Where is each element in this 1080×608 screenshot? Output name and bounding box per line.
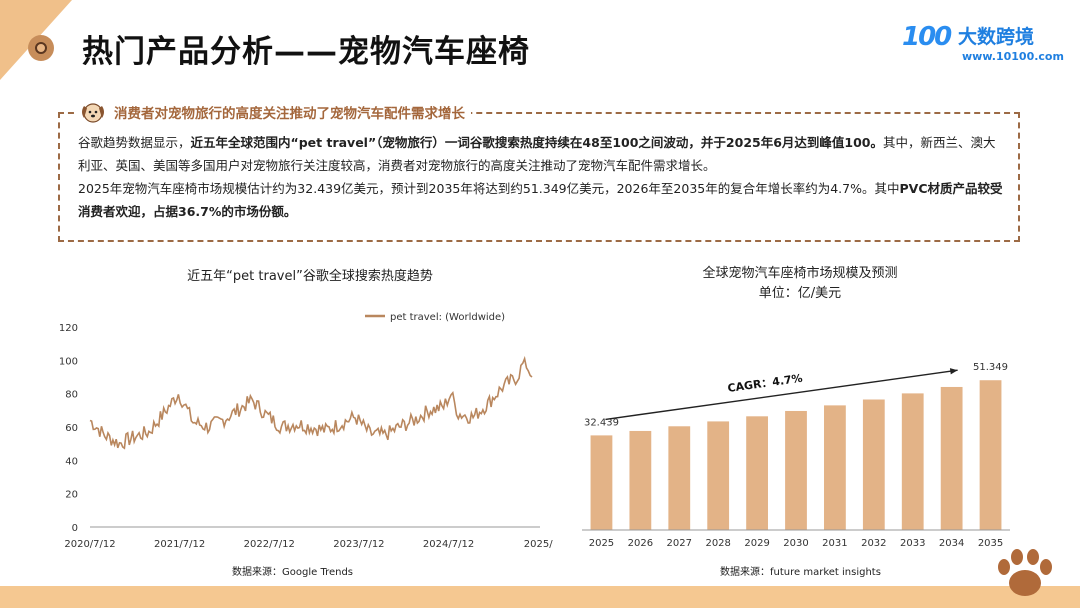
x-tick-label: 2030 xyxy=(783,538,808,549)
series-line-pet-travel xyxy=(89,355,533,450)
data-label-2025: 32.439 xyxy=(584,417,619,428)
info-p2-a: 2025年宠物汽车座椅市场规模估计约为32.439亿美元，预计到2035年将达到… xyxy=(78,181,900,196)
bar-2034 xyxy=(940,386,963,530)
info-p1-c: 其中，新西兰、澳大利亚、英国、美国等多国用户对宠物旅行关注度较高，消费者对宠物旅… xyxy=(78,135,996,173)
bar-2027 xyxy=(668,426,691,530)
legend-label: pet travel: (Worldwide) xyxy=(390,312,505,323)
left-chart-source: 数据来源：Google Trends xyxy=(232,567,354,578)
info-body: 谷歌趋势数据显示，近五年全球范围内“pet travel”（宠物旅行）一词谷歌搜… xyxy=(78,131,1008,223)
x-tick-label: 2034 xyxy=(939,538,964,549)
y-tick-label: 120 xyxy=(59,323,78,334)
bar-2029 xyxy=(746,416,768,530)
x-tick-label: 2033 xyxy=(900,538,925,549)
x-tick-label: 2027 xyxy=(667,538,692,549)
dog-icon xyxy=(82,103,104,123)
bar-2033 xyxy=(901,393,924,530)
info-p1-a: 谷歌趋势数据显示， xyxy=(78,135,191,150)
info-heading: 消费者对宠物旅行的高度关注推动了宠物汽车配件需求增长 xyxy=(74,98,471,126)
x-tick-label: 2021/7/12 xyxy=(154,539,205,550)
x-tick-label: 2023/7/12 xyxy=(333,539,384,550)
data-label-2035: 51.349 xyxy=(973,362,1008,373)
cagr-arrow-head xyxy=(949,368,958,375)
x-tick-label: 2028 xyxy=(705,538,730,549)
right-chart-source: 数据来源：future market insights xyxy=(720,567,881,578)
x-tick-label: 2035 xyxy=(978,538,1003,549)
x-tick-label: 2031 xyxy=(822,538,847,549)
bar-chart: 2025 32.439 2026 2027 2028 2029 2030 2031 2032 20… xyxy=(582,362,1010,549)
title-bullet-icon xyxy=(28,35,54,61)
left-chart-title: 近五年“pet travel”谷歌全球搜索热度趋势 xyxy=(187,269,433,284)
x-tick-label: 2026 xyxy=(628,538,653,549)
y-tick-label: 40 xyxy=(65,456,78,467)
paw-icon xyxy=(998,549,1052,596)
y-tick-label: 0 xyxy=(72,523,78,534)
x-tick-label: 2029 xyxy=(744,538,769,549)
page-title: 热门产品分析——宠物汽车座椅 xyxy=(82,34,530,70)
bar-2035 xyxy=(979,380,1002,530)
y-tick-label: 100 xyxy=(59,356,78,367)
logo-url: www.10100.com xyxy=(962,50,1064,63)
info-p2-b: PVC材质产品较受消费者欢迎，占据36.7%的市场份额。 xyxy=(78,181,1003,219)
x-tick-label: 2022/7/12 xyxy=(244,539,295,550)
y-tick-label: 80 xyxy=(65,390,78,401)
brand-logo[interactable]: 100 大数跨境 www.10100.com xyxy=(902,20,1064,66)
bottom-band xyxy=(0,586,1080,608)
cagr-arrow-line xyxy=(605,369,958,421)
x-tick-label: 2032 xyxy=(861,538,886,549)
y-tick-label: 60 xyxy=(65,423,78,434)
bar-2030 xyxy=(785,410,807,530)
info-box xyxy=(58,112,1020,242)
info-heading-text: 消费者对宠物旅行的高度关注推动了宠物汽车配件需求增长 xyxy=(114,106,465,122)
x-tick-label: 2020/7/12 xyxy=(64,539,115,550)
right-chart-subtitle: 单位：亿/美元 xyxy=(758,286,842,301)
bar-2026 xyxy=(629,430,652,530)
logo-mark: 100 xyxy=(902,22,952,52)
cagr-label: CAGR：4.7% xyxy=(727,372,804,395)
bar-2032 xyxy=(862,399,885,530)
right-chart-title: 全球宠物汽车座椅市场规模及预测 xyxy=(702,266,898,281)
bar-2025 xyxy=(590,435,613,530)
y-tick-label: 20 xyxy=(65,490,78,501)
bar-2031 xyxy=(824,405,846,530)
info-paragraph-1: 谷歌趋势数据显示，近五年全球范围内“pet travel”（宠物旅行）一词谷歌搜… xyxy=(78,131,1008,177)
info-p1-b: 近五年全球范围内“pet travel”（宠物旅行）一词谷歌搜索热度持续在48至… xyxy=(190,135,884,150)
line-chart: 0 20 40 60 80 100 120 2020/7/12 2021/7/12 2022/7/… xyxy=(59,312,553,550)
info-paragraph-2: 2025年宠物汽车座椅市场规模估计约为32.439亿美元，预计到2035年将达到… xyxy=(78,177,1008,223)
x-tick-label: 2025/ xyxy=(524,539,553,550)
x-tick-label: 2024/7/12 xyxy=(423,539,474,550)
logo-name: 大数跨境 xyxy=(958,26,1035,48)
x-tick-label: 2025 xyxy=(589,538,614,549)
bar-2028 xyxy=(707,421,730,530)
